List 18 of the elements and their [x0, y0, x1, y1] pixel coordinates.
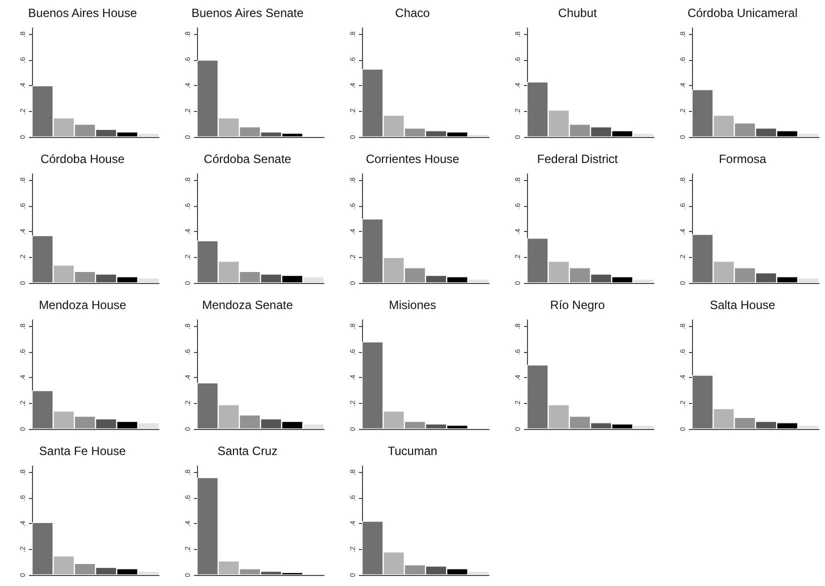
- chart-title: Mendoza House: [38, 298, 127, 312]
- chart-title: Buenos Aires Senate: [191, 6, 304, 20]
- chart-title: Buenos Aires House: [28, 6, 138, 20]
- chart-title: Chubut: [558, 6, 598, 20]
- chart-title: Córdoba Senate: [204, 152, 292, 166]
- chart-title: Misiones: [388, 298, 436, 312]
- chart-title: Santa Cruz: [217, 444, 278, 458]
- chart-title: Río Negro: [550, 298, 606, 312]
- chart-title: Federal District: [537, 152, 619, 166]
- chart-title: Formosa: [718, 152, 766, 166]
- chart-title: Chaco: [395, 6, 430, 20]
- chart-title: Tucuman: [388, 444, 438, 458]
- chart-title: Córdoba Unicameral: [687, 6, 798, 20]
- chart-title: Corrientes House: [366, 152, 460, 166]
- chart-title: Mendoza Senate: [202, 298, 294, 312]
- chart-title: Córdoba House: [40, 152, 125, 166]
- chart-title: Santa Fe House: [39, 444, 126, 458]
- chart-title: Salta House: [710, 298, 776, 312]
